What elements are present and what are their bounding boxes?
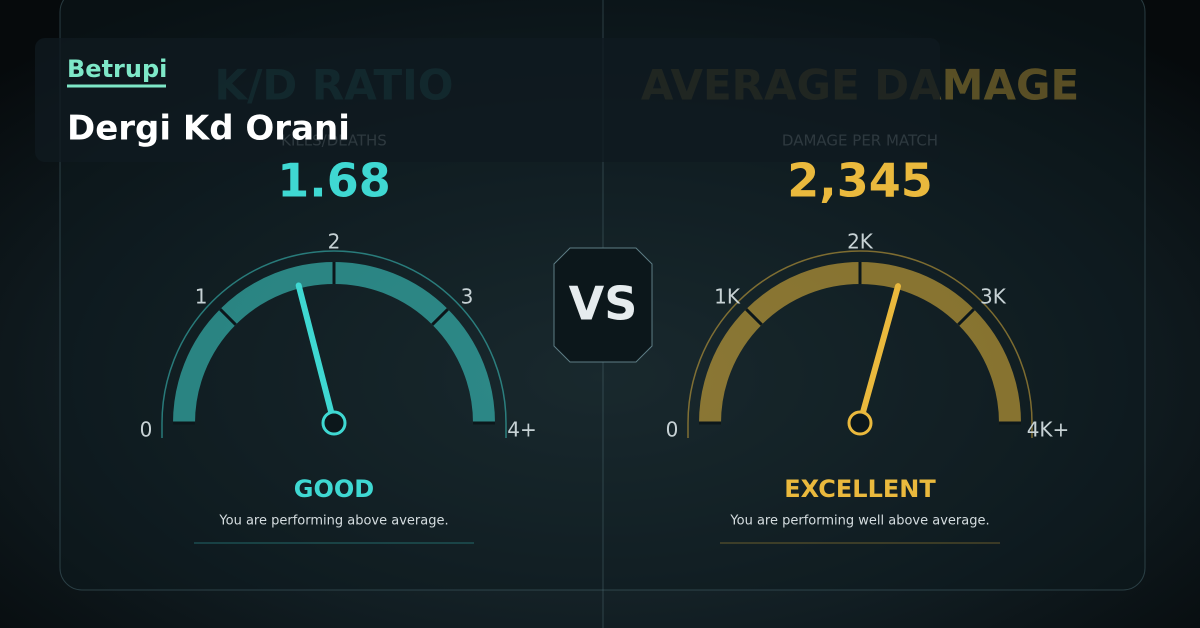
gauge-description: You are performing well above average. (729, 514, 989, 529)
gauge-rating: EXCELLENT (784, 475, 936, 503)
gauge-tick (219, 308, 237, 326)
title-overlay (35, 38, 940, 162)
gauge-hub (847, 410, 873, 436)
gauge-value: 1.68 (277, 154, 391, 208)
brand: Betrupi (67, 55, 167, 83)
vs-text: VS (569, 277, 638, 331)
gauge-tick (745, 308, 763, 326)
gauge-tick (957, 308, 975, 326)
gauge-tick-label: 3 (461, 285, 474, 309)
gauge-outer-ring (161, 250, 507, 438)
gauge-tick-label: 4+ (507, 418, 536, 442)
gauge-outer-ring (687, 250, 1033, 438)
gauge-description: You are performing above average. (218, 514, 448, 529)
gauge-tick-label: 1 (195, 285, 208, 309)
gauge-tick-label: 1K (714, 285, 741, 309)
gauge-needle (295, 282, 337, 426)
gauge-needle (857, 283, 902, 426)
gauge-rating: GOOD (294, 475, 374, 503)
vs-badge (553, 247, 653, 363)
gauge-tick-label: 0 (666, 418, 679, 442)
gauge-tick-label: 0 (140, 418, 153, 442)
gauge-tick-label: 2 (328, 230, 341, 254)
gauge-tick (431, 308, 449, 326)
page-title: Dergi Kd Orani (67, 109, 350, 149)
gauge-hub (321, 410, 347, 436)
gauge-tick-label: 2K (847, 230, 874, 254)
gauge-value: 2,345 (787, 154, 933, 208)
gauge-tick-label: 3K (980, 285, 1007, 309)
gauge-tick-label: 4K+ (1027, 418, 1070, 442)
